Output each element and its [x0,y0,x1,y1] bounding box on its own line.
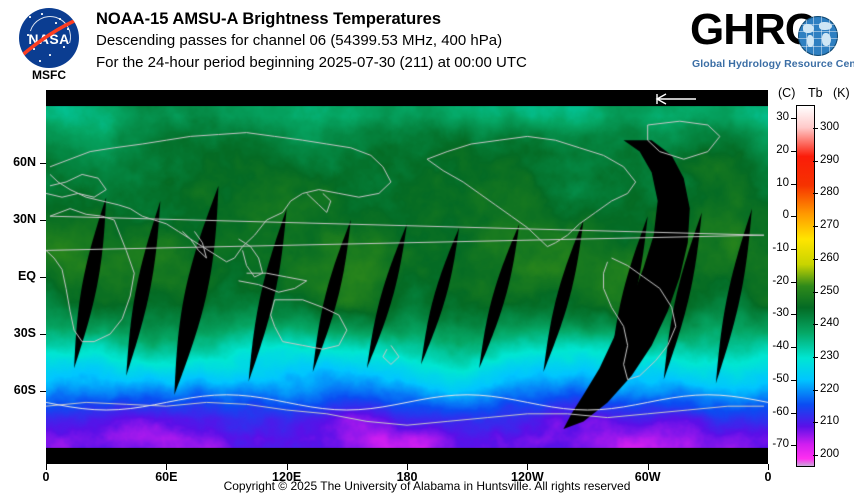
map-ytick [40,334,46,335]
nasa-meatball-icon: NASA [19,8,79,68]
colorbar-tick-kelvin [813,357,818,358]
colorbar-tick-celsius [791,249,796,250]
page-subtitle-1: Descending passes for channel 06 (54399.… [96,32,503,49]
map-xtick [46,464,47,470]
colorbar-unit-celsius: (C) [778,86,796,100]
page-title: NOAA-15 AMSU-A Brightness Temperatures [96,10,442,28]
map-ytick [40,220,46,221]
colorbar-tick-celsius [791,347,796,349]
map-xtick [286,464,288,470]
colorbar-tick-kelvin [813,422,818,424]
colorbar-label-kelvin: 200 [820,448,840,461]
colorbar-label-celsius: -10 [772,242,789,254]
map-xtick [407,464,408,470]
colorbar-label-celsius: -70 [772,438,789,451]
colorbar-tick-kelvin [813,127,818,129]
map-ylabel: 60S [13,383,36,397]
colorbar-label-celsius: 10 [776,176,789,189]
copyright-notice: Copyright © 2025 The University of Alaba… [223,479,631,493]
colorbar-label-kelvin: 260 [820,251,840,264]
colorbar-label-celsius: 30 [776,111,789,124]
colorbar-tick-kelvin [813,193,818,195]
colorbar-label-celsius: 0 [782,209,789,222]
colorbar-label-kelvin: 220 [820,382,840,395]
colorbar-tick-kelvin [813,226,818,228]
colorbar-label-celsius: -30 [772,307,789,320]
map-ylabel: 30S [13,326,36,340]
colorbar-label-kelvin: 230 [820,350,840,362]
map-xlabel: 120E [272,470,302,484]
colorbar-label-celsius: -50 [772,372,789,385]
nasa-stars [19,8,79,68]
colorbar-tick-kelvin [813,455,818,457]
colorbar-tick-celsius [791,445,796,447]
map-bottom-black-band [46,448,768,464]
brightness-temperature-raster [46,90,768,464]
colorbar-tick-celsius [791,150,796,152]
colorbar-label-celsius: -60 [772,405,789,418]
colorbar-tick-celsius [791,183,796,185]
colorbar-label-celsius: -40 [772,340,789,353]
colorbar-variable-label: Tb [808,86,823,100]
colorbar-tick-kelvin [813,291,818,293]
nasa-swoosh-icon [19,16,79,60]
colorbar-tick-celsius [791,216,796,218]
nasa-logo: NASA MSFC [10,6,88,84]
header-titles: NOAA-15 AMSU-A Brightness Temperatures D… [96,8,527,74]
map-top-black-band [46,90,768,106]
colorbar-tick-kelvin [813,389,818,391]
colorbar-tick-celsius [791,118,796,120]
colorbar-label-celsius: 20 [776,143,789,156]
colorbar-label-kelvin: 250 [820,284,840,297]
map-xlabel: 0 [764,470,772,484]
ghrc-logo: GHRC Global Hydrology Resource Center [690,5,854,80]
colorbar-tick-celsius [791,281,796,283]
map-ylabel: 60N [13,155,36,169]
map-xlabel: 0 [42,470,50,484]
colorbar-tick-kelvin [813,160,818,162]
globe-icon [798,16,838,56]
map-xtick [166,464,168,470]
colorbar-label-kelvin: 290 [820,153,840,166]
colorbar-label-kelvin: 210 [820,415,840,428]
map-ytick [40,163,46,164]
colorbar-label-kelvin: 300 [820,120,840,133]
colorbar-tick-celsius [791,412,796,414]
map-xlabel: 120W [511,470,544,484]
map-xtick [527,464,529,470]
colorbar-label-kelvin: 240 [820,317,840,330]
map-xtick [647,464,649,470]
nasa-center-label: MSFC [32,68,66,82]
map-ylabel: EQ [17,269,36,283]
map-ylabel: 30N [13,212,36,226]
colorbar-label-celsius: -20 [772,274,789,287]
colorbar-unit-kelvin: (K) [833,86,850,100]
colorbar-tick-celsius [791,379,796,381]
colorbar-tick-celsius [791,314,796,316]
map-canvas[interactable] [46,90,768,464]
colorbar-gradient [796,105,815,467]
map-xlabel: 60W [634,470,661,484]
ghrc-tagline: Global Hydrology Resource Center [692,58,854,70]
colorbar-tick-kelvin [813,258,818,260]
map-xlabel: 60E [155,470,178,484]
colorbar-label-kelvin: 270 [820,219,840,232]
colorbar-label-kelvin: 280 [820,186,840,199]
map-ytick [40,277,46,278]
page-subtitle-2: For the 24-hour period beginning 2025-07… [96,54,527,71]
map-xlabel: 180 [396,470,418,484]
map-xtick [768,464,769,470]
swath-direction-arrow-icon [655,93,696,105]
colorbar-tick-kelvin [813,324,818,326]
ghrc-wordmark: GHRC [690,5,817,54]
map-ytick [40,391,46,392]
